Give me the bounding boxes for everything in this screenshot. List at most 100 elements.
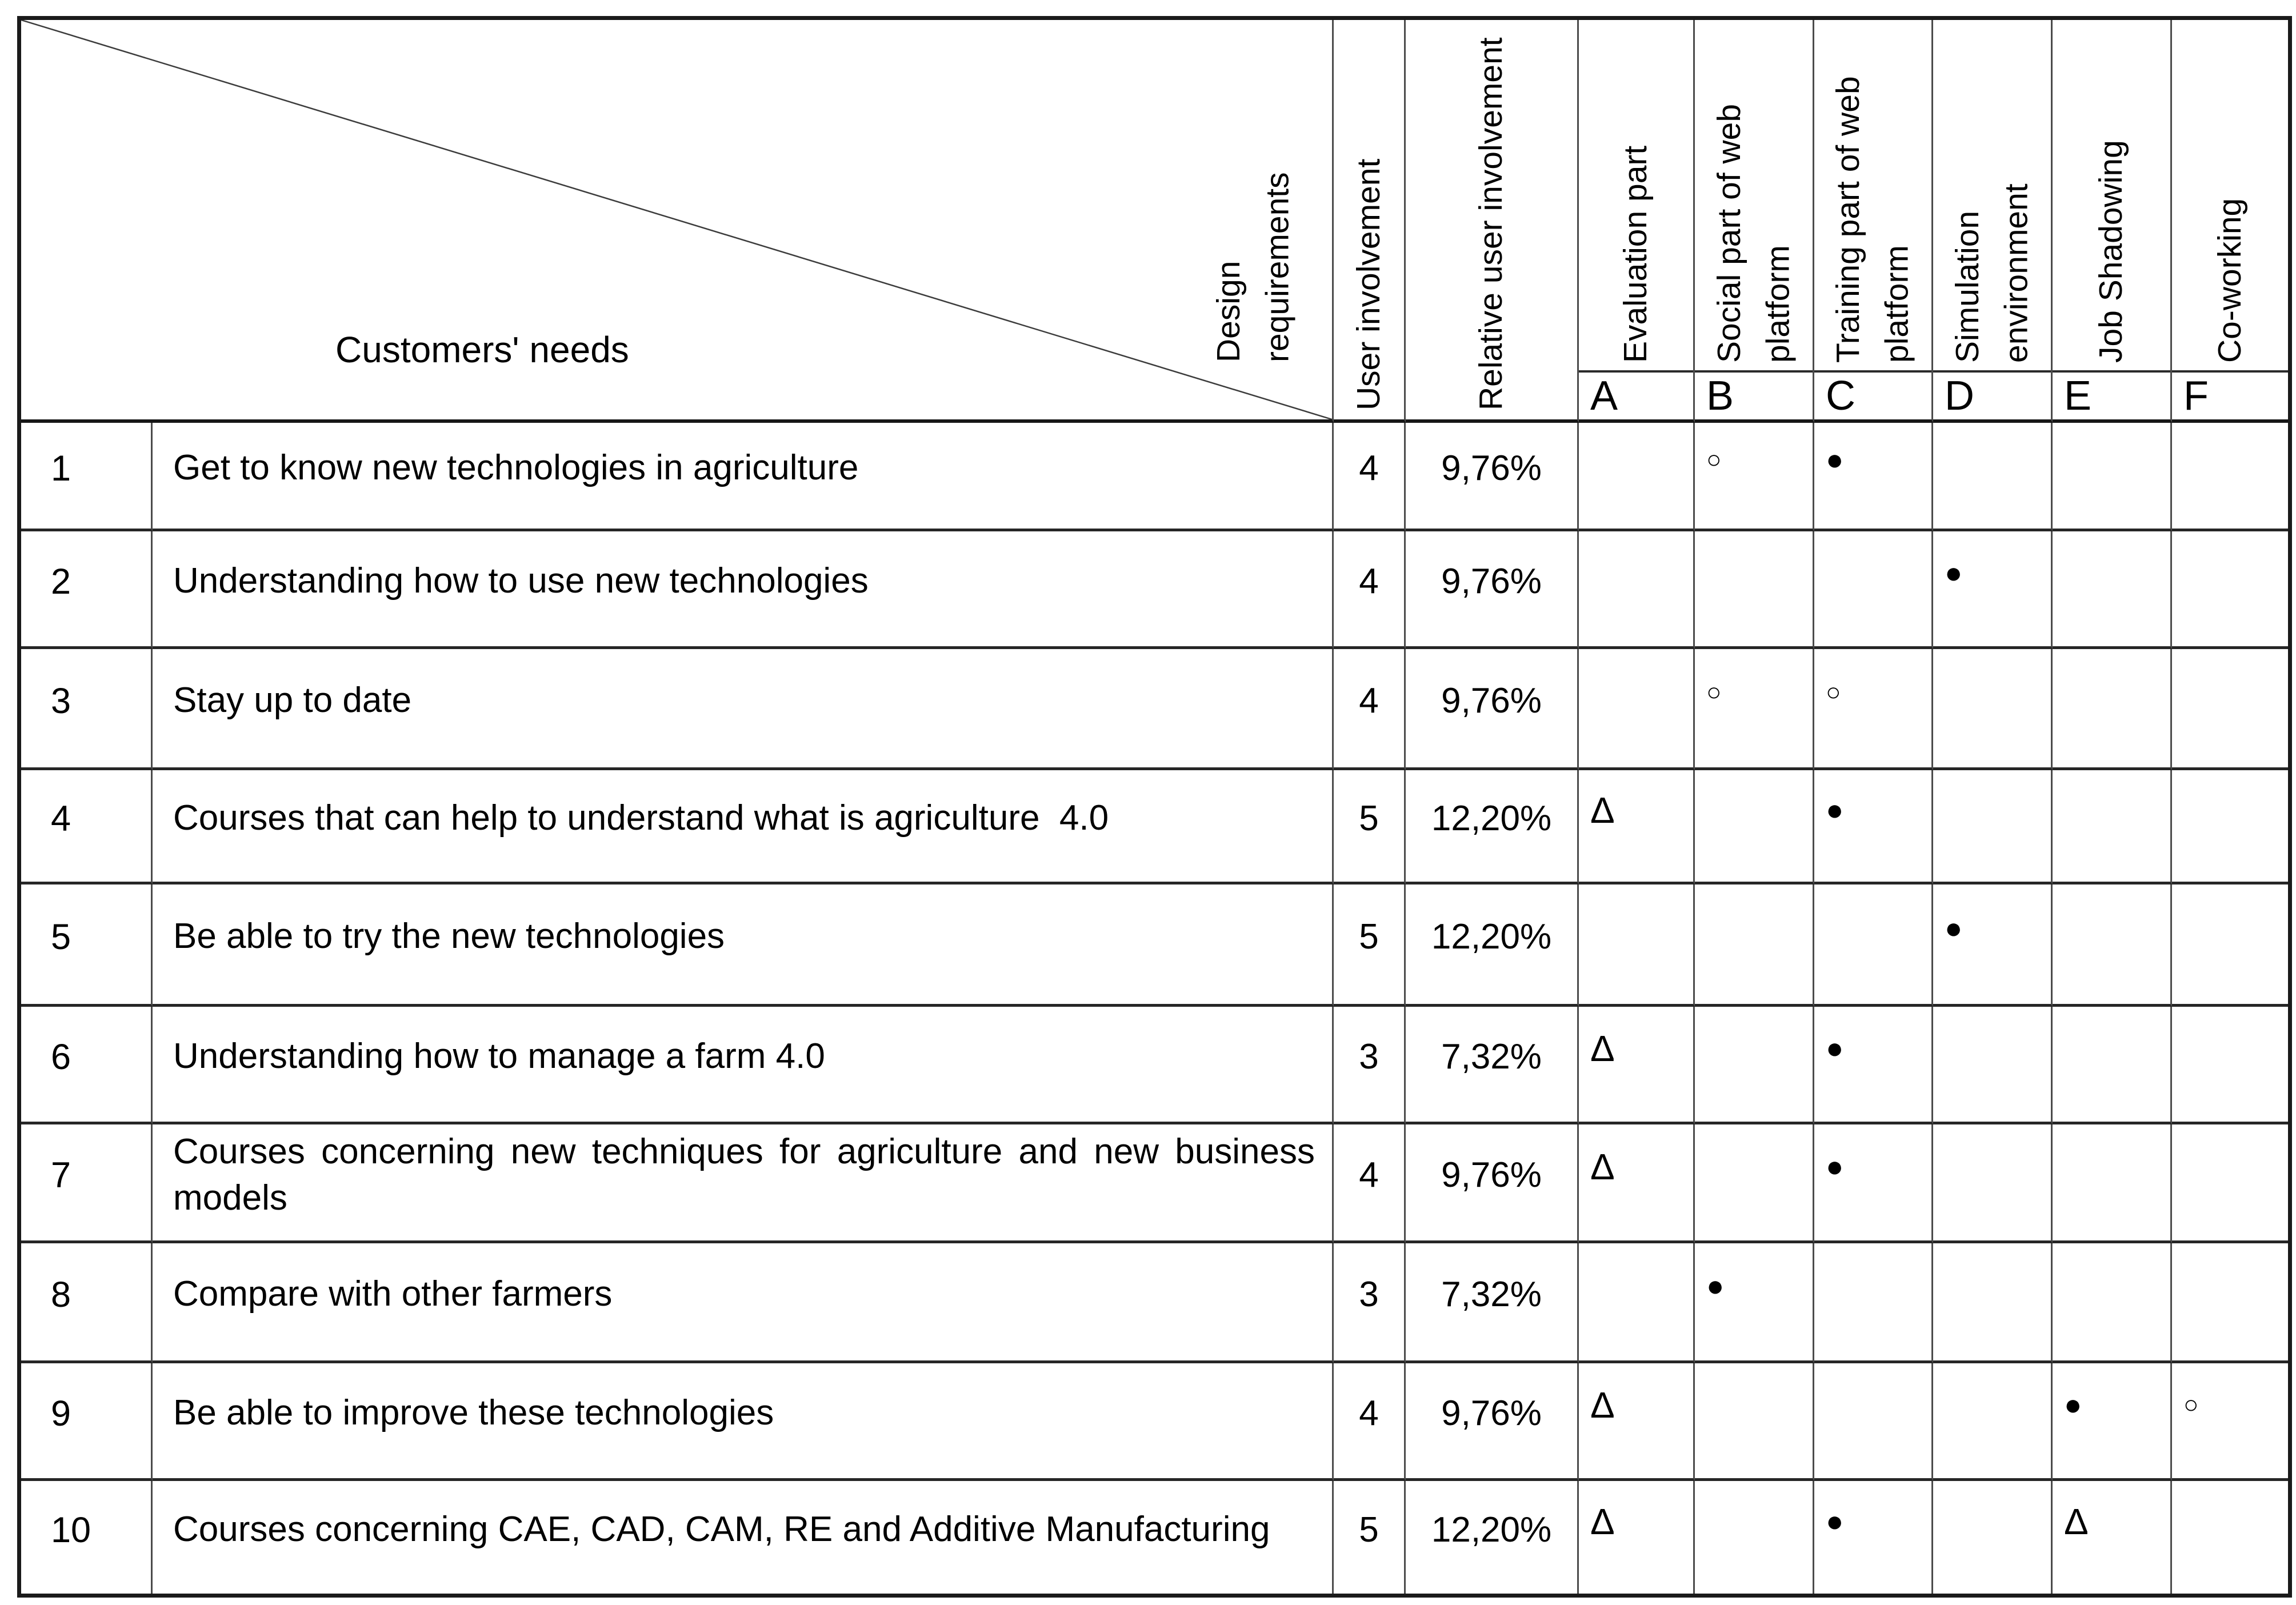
strong-relationship-icon: ●	[2064, 1388, 2082, 1422]
row-number: 8	[21, 1243, 153, 1363]
relationship-cell-D	[1933, 1007, 2053, 1124]
medium-relationship-icon: ○	[1826, 678, 1841, 706]
column-header-label-area: Simulation environment	[1933, 20, 2051, 370]
column-header-label: User involvement	[1350, 158, 1387, 410]
need-text: Courses concerning CAE, CAD, CAM, RE and…	[153, 1481, 1334, 1594]
relationship-cell-B	[1695, 770, 1814, 884]
diagonal-divider-line	[21, 20, 1332, 419]
relationship-cell-E	[2053, 531, 2172, 649]
relative-user-involvement-value: 7,32%	[1406, 1007, 1579, 1124]
relationship-cell-B: ○	[1695, 649, 1814, 770]
strong-relationship-icon: ●	[1826, 1504, 1844, 1538]
relationship-cell-F	[2172, 649, 2288, 770]
relationship-cell-C: ●	[1814, 770, 1933, 884]
relative-user-involvement-value: 9,76%	[1406, 1124, 1579, 1243]
column-header-label: Evaluation part	[1617, 145, 1654, 363]
weak-relationship-icon: Δ	[1590, 789, 1615, 831]
relationship-cell-C: ●	[1814, 1007, 1933, 1124]
relationship-cell-F	[2172, 1124, 2288, 1243]
weak-relationship-icon: Δ	[1590, 1146, 1615, 1187]
user-involvement-value: 4	[1334, 1124, 1406, 1243]
column-header-label-area: Social part of web platform	[1695, 20, 1813, 370]
user-involvement-value: 5	[1334, 884, 1406, 1007]
strong-relationship-icon: ●	[1826, 793, 1844, 827]
user-involvement-value: 3	[1334, 1007, 1406, 1124]
relationship-cell-C: ○	[1814, 649, 1933, 770]
column-letter-B: B	[1695, 370, 1813, 419]
relationship-cell-A: Δ	[1579, 770, 1695, 884]
column-header-user-involvement: User involvement	[1334, 20, 1406, 423]
relationship-cell-C	[1814, 1363, 1933, 1481]
column-header-label: Simulation environment	[1949, 183, 2035, 363]
relative-user-involvement-value: 12,20%	[1406, 1481, 1579, 1594]
medium-relationship-icon: ○	[2183, 1390, 2199, 1419]
relationship-cell-C: ●	[1814, 423, 1933, 531]
relationship-cell-A	[1579, 884, 1695, 1007]
relationship-cell-B	[1695, 1481, 1814, 1594]
relationship-cell-B: ●	[1695, 1243, 1814, 1363]
user-involvement-value: 5	[1334, 1481, 1406, 1594]
relationship-cell-F	[2172, 1007, 2288, 1124]
relationship-cell-C	[1814, 1243, 1933, 1363]
relationship-cell-D	[1933, 1243, 2053, 1363]
relationship-cell-F	[2172, 1243, 2288, 1363]
relationship-cell-F	[2172, 770, 2288, 884]
need-text: Stay up to date	[153, 649, 1334, 770]
relationship-cell-A	[1579, 423, 1695, 531]
strong-relationship-icon: ●	[1945, 911, 1963, 945]
column-header-D: Simulation environment D	[1933, 20, 2053, 423]
relationship-cell-C	[1814, 884, 1933, 1007]
relationship-cell-E	[2053, 649, 2172, 770]
column-header-label: Social part of web platform	[1710, 103, 1797, 363]
column-header-relative-user-involvement: Relative user involvement	[1406, 20, 1579, 423]
weak-relationship-icon: Δ	[1590, 1500, 1615, 1542]
relationship-cell-B	[1695, 531, 1814, 649]
relationship-cell-D: ●	[1933, 531, 2053, 649]
row-number: 2	[21, 531, 153, 649]
relationship-cell-A: Δ	[1579, 1481, 1695, 1594]
relationship-cell-F	[2172, 531, 2288, 649]
need-text: Understanding how to use new technologie…	[153, 531, 1334, 649]
relationship-cell-B	[1695, 1007, 1814, 1124]
strong-relationship-icon: ●	[1826, 1031, 1844, 1065]
relationship-cell-D	[1933, 1124, 2053, 1243]
strong-relationship-icon: ●	[1826, 443, 1844, 477]
user-involvement-value: 4	[1334, 531, 1406, 649]
relationship-cell-A	[1579, 649, 1695, 770]
column-header-F: Co-working F	[2172, 20, 2288, 423]
relationship-cell-E: Δ	[2053, 1481, 2172, 1594]
relationship-cell-E	[2053, 423, 2172, 531]
column-letter-E: E	[2053, 370, 2170, 419]
medium-relationship-icon: ○	[1706, 678, 1722, 706]
row-number: 3	[21, 649, 153, 770]
user-involvement-value: 3	[1334, 1243, 1406, 1363]
relationship-cell-D	[1933, 770, 2053, 884]
row-number: 7	[21, 1124, 153, 1243]
column-header-A: Evaluation part A	[1579, 20, 1695, 423]
column-header-C: Training part of web platform C	[1814, 20, 1933, 423]
strong-relationship-icon: ●	[1826, 1150, 1844, 1183]
column-header-label-area: Training part of web platform	[1814, 20, 1931, 370]
relationship-cell-E	[2053, 1007, 2172, 1124]
user-involvement-value: 5	[1334, 770, 1406, 884]
relationship-cell-F	[2172, 423, 2288, 531]
relationship-cell-E	[2053, 1243, 2172, 1363]
column-header-label-area: Evaluation part	[1579, 20, 1693, 370]
need-text: Be able to try the new technologies	[153, 884, 1334, 1007]
need-text: Be able to improve these technologies	[153, 1363, 1334, 1481]
relationship-cell-E	[2053, 770, 2172, 884]
relationship-cell-C	[1814, 531, 1933, 649]
relationship-cell-D: ●	[1933, 884, 2053, 1007]
row-number: 1	[21, 423, 153, 531]
need-text: Understanding how to manage a farm 4.0	[153, 1007, 1334, 1124]
column-header-label-area: Job Shadowing	[2053, 20, 2170, 370]
column-header-E: Job Shadowing E	[2053, 20, 2172, 423]
relative-user-involvement-value: 7,32%	[1406, 1243, 1579, 1363]
relative-user-involvement-value: 9,76%	[1406, 1363, 1579, 1481]
relationship-cell-B: ○	[1695, 423, 1814, 531]
relative-user-involvement-value: 12,20%	[1406, 770, 1579, 884]
relationship-cell-E	[2053, 1124, 2172, 1243]
relative-user-involvement-value: 9,76%	[1406, 531, 1579, 649]
strong-relationship-icon: ●	[1945, 556, 1963, 590]
user-involvement-value: 4	[1334, 1363, 1406, 1481]
